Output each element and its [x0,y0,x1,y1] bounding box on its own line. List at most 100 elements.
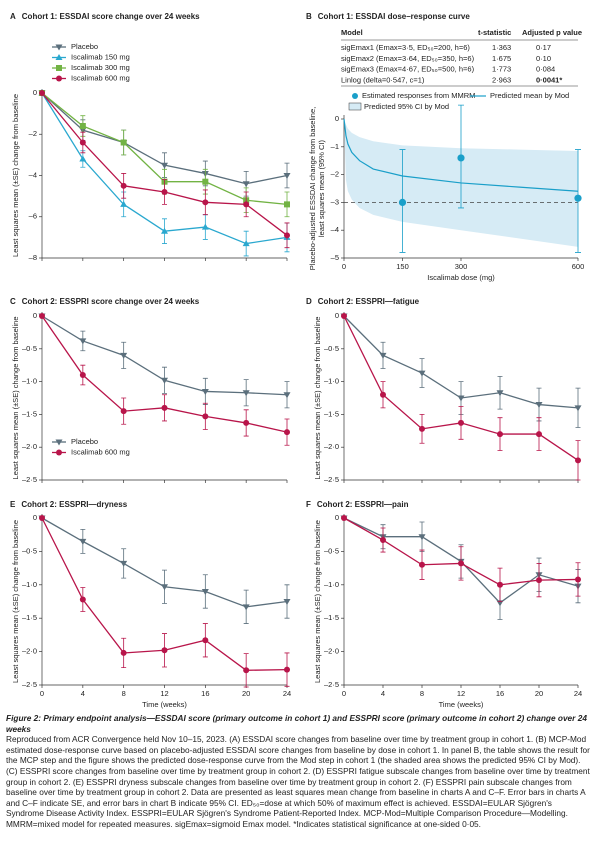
data-point [242,240,250,247]
legend-marker [56,65,62,71]
data-point [283,392,291,399]
data-point [535,402,543,409]
panel-title: B Cohort 1: ESSDAI dose–response curve [306,12,470,21]
panel-title-text: Cohort 2: ESSPRI—fatigue [318,297,420,306]
data-point [497,431,503,438]
data-point [202,178,209,185]
panel-letter: E [10,500,16,509]
data-point [161,162,168,169]
x-tick-label: 12 [457,689,465,698]
x-tick-label: 4 [381,689,385,698]
x-tick-label: 8 [420,689,424,698]
data-point [202,413,209,420]
data-point [380,537,386,544]
y-tick-label: 0 [33,513,37,522]
panel-title-text: Cohort 2: ESSPRI score change over 24 we… [22,297,200,306]
x-tick-label: 600 [572,262,585,271]
y-tick-label: –2 [331,170,339,179]
legend-label: Predicted 95% CI by Mod [364,102,449,111]
legend-marker [352,93,358,99]
table-cell: Linlog (delta=0·547, c=1) [341,75,425,84]
data-point [380,391,386,398]
data-point [243,419,250,426]
data-point [575,457,581,464]
panel-title-text: Cohort 1: ESSDAI dose–response curve [318,12,471,21]
table-cell: 0·17 [536,43,551,52]
legend-swatch [348,102,362,111]
table-cell: 0·084 [536,65,555,74]
data-point [284,429,290,436]
legend-label: Iscalimab 600 mg [71,73,130,82]
x-axis-label: Time (weeks) [439,700,484,709]
y-axis-label: least squares mean (95% CI) [317,139,326,237]
x-tick-label: 12 [160,689,168,698]
table-cell: sigEmax3 (Emax=4·67, ED₅₀=500, h=6) [341,65,475,74]
table-header: Adjusted p value [522,28,582,37]
panel-letter: B [306,12,312,21]
x-tick-label: 0 [342,689,346,698]
y-tick-label: –0·5 [324,546,339,555]
x-axis-label: Iscalimab dose (mg) [427,273,495,282]
data-point [284,201,290,208]
x-tick-label: 0 [342,262,346,271]
data-point [120,352,128,359]
y-tick-label: –6 [29,212,37,221]
y-tick-label: –2·0 [324,442,339,451]
data-point [39,90,45,96]
data-point [120,408,127,415]
legend-label: Placebo [71,437,98,446]
legend-label: Predicted mean by Mod [490,91,569,100]
data-point [79,155,87,162]
y-tick-label: –5 [331,253,339,262]
x-tick-label: 16 [496,689,504,698]
panel-title: F Cohort 2: ESSPRI—pain [306,500,409,509]
y-tick-label: –2·5 [324,680,339,689]
y-tick-label: –1·0 [324,377,339,386]
data-point [120,182,127,189]
y-tick-label: –0·5 [324,344,339,353]
y-tick-label: –0·5 [22,546,37,555]
y-tick-label: –1·5 [324,409,339,418]
y-tick-label: 0 [335,311,339,320]
x-tick-label: 150 [396,262,409,271]
y-tick-label: –1·5 [324,613,339,622]
data-point [79,596,86,603]
y-axis-label: Least squares mean (±SE) change from bas… [11,94,20,257]
data-point [161,647,168,654]
table-cell: 2·963 [492,75,511,84]
y-tick-label: 0 [335,114,339,123]
data-point [398,198,407,206]
data-point [418,370,426,377]
data-point [242,390,250,397]
legend-marker [55,54,63,60]
table-cell: 1·675 [492,54,511,63]
y-tick-label: –1·5 [22,613,37,622]
y-tick-label: –2 [29,129,37,138]
x-tick-label: 20 [535,689,543,698]
legend-label: Iscalimab 150 mg [71,52,130,61]
panel-title-text: Cohort 2: ESSPRI—pain [317,500,409,509]
y-axis-label: Least squares mean (±SE) change from bas… [313,520,322,683]
data-point [379,352,387,359]
data-point [79,338,87,345]
legend-marker [55,44,63,51]
data-point [419,561,425,568]
data-point [201,388,209,395]
caption-title: Figure 2: Primary endpoint analysis—ESSD… [6,713,587,734]
data-point [161,227,168,234]
panel-title-text: Cohort 1: ESSDAI score change over 24 we… [22,12,200,21]
data-point [457,154,465,162]
data-point [418,534,426,541]
x-tick-label: 24 [574,689,582,698]
data-point [39,515,45,521]
y-tick-label: –1·5 [22,409,37,418]
table-cell: 0·10 [536,54,551,63]
x-tick-label: 300 [455,262,468,271]
panel-title: C Cohort 2: ESSPRI score change over 24 w… [10,297,200,306]
x-tick-label: 8 [122,689,126,698]
data-point [283,599,291,605]
y-axis-label: Least squares mean (±SE) change from bas… [11,317,20,480]
data-point [575,576,581,583]
panel-letter: F [306,500,311,509]
